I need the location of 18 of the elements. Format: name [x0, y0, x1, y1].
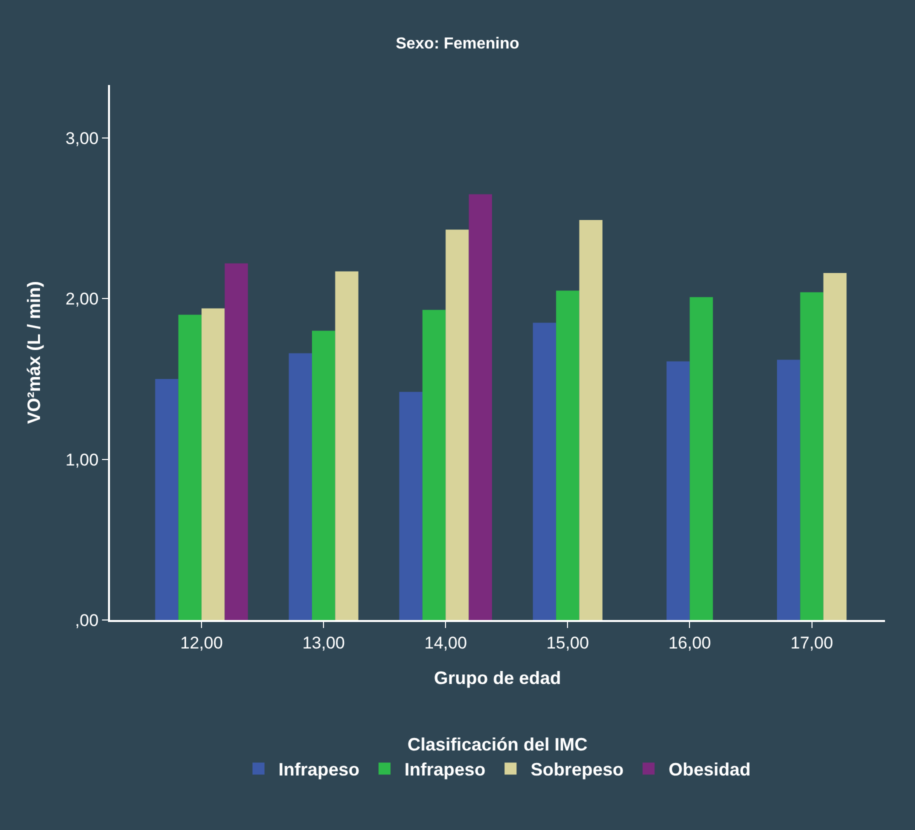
- x-tick-label: 15,00: [546, 633, 589, 652]
- y-tick-label: 2,00: [66, 290, 99, 309]
- y-axis-title: VO²máx (L / min): [24, 281, 44, 424]
- x-tick-label: 16,00: [668, 633, 711, 652]
- chart-title: Sexo: Femenino: [396, 36, 520, 53]
- x-tick-label: 13,00: [302, 633, 345, 652]
- x-tick-label: 17,00: [790, 633, 834, 652]
- y-tick-label: ,00: [74, 610, 99, 630]
- y-tick-label: 1,00: [66, 450, 99, 470]
- legend-title: Clasificación del IMC: [407, 734, 588, 754]
- x-tick-label: 14,00: [424, 633, 467, 652]
- y-tick-label: 3,00: [66, 128, 99, 148]
- x-tick-label: 12,00: [180, 633, 223, 652]
- legend-label: Infrapeso: [278, 760, 360, 780]
- x-axis-title: Grupo de edad: [434, 668, 562, 688]
- legend-label: Infrapeso: [404, 760, 486, 780]
- legend-label: Obesidad: [668, 760, 751, 780]
- legend-label: Sobrepeso: [530, 760, 624, 780]
